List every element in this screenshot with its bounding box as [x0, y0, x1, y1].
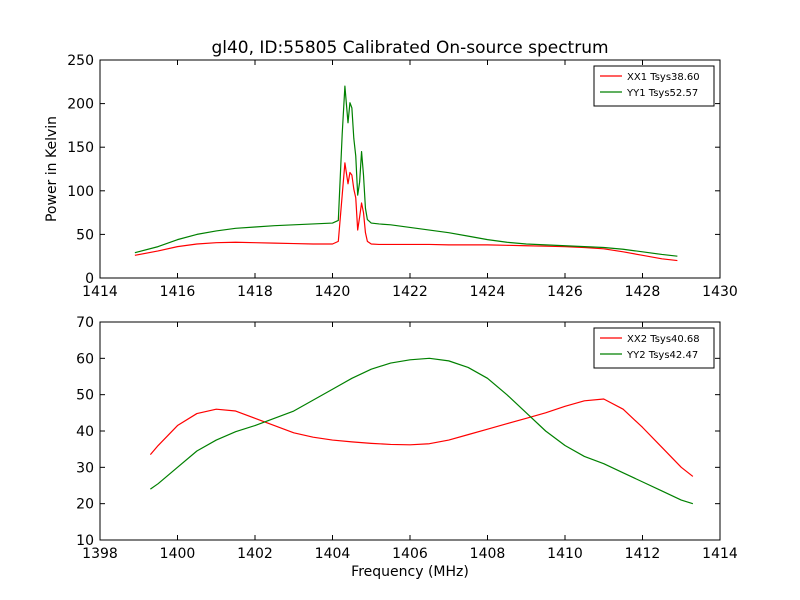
series-line-yy-panel-1: [150, 357, 694, 505]
y-tick-label: 100: [67, 184, 94, 200]
bottom-panel: 1398 1400 1402 1404 1406 1408 1410 1412 1414 10 20…: [76, 315, 738, 580]
x-tick-label: 1418: [237, 284, 273, 300]
x-tick-label: 1420: [315, 284, 351, 300]
x-tick-label: 1428: [625, 284, 661, 300]
x-tick-label: 1408: [470, 546, 506, 562]
x-tick-label: 1400: [160, 546, 196, 562]
x-tick-label: 1424: [470, 284, 506, 300]
x-tick-label: 1398: [82, 546, 118, 562]
y-axis-label: Power in Kelvin: [44, 116, 60, 222]
x-tick-label: 1402: [237, 546, 273, 562]
y-tick-label: 10: [76, 533, 94, 549]
x-tick-label: 1406: [392, 546, 428, 562]
x-tick-label: 1430: [702, 284, 738, 300]
legend-entry-label: XX2 Tsys40.68: [627, 334, 700, 345]
legend-box: [593, 65, 715, 107]
legend-panel-1: XX2 Tsys40.68 YY2 Tsys42.47: [593, 327, 715, 369]
x-tick-label: 1410: [547, 546, 583, 562]
chart-title: gl40, ID:55805 Calibrated On-source spec…: [211, 38, 608, 58]
x-tick-label: 1412: [625, 546, 661, 562]
legend-panel-0: XX1 Tsys38.60 YY1 Tsys52.57: [593, 65, 715, 107]
x-tick-label: 1414: [82, 284, 118, 300]
top-panel: 1414 1416 1418 1420 1422 1424 1426 1428 1430 0 50 1…: [44, 53, 738, 300]
y-tick-label: 0: [85, 271, 94, 287]
series-line-yy-panel-0: [134, 85, 678, 257]
x-tick-label: 1414: [702, 546, 738, 562]
x-tick-label: 1426: [547, 284, 583, 300]
series-line-xx-panel-1: [149, 398, 694, 477]
y-tick-label: 200: [67, 97, 94, 113]
legend-entry-label: XX1 Tsys38.60: [627, 72, 700, 83]
x-tick-label: 1404: [315, 546, 351, 562]
y-tick-label: 20: [76, 497, 94, 513]
y-tick-label: 250: [67, 53, 94, 69]
y-tick-label: 70: [76, 315, 94, 331]
legend-entry-label: YY2 Tsys42.47: [626, 350, 698, 361]
y-tick-label: 40: [76, 424, 94, 440]
legend-box: [593, 327, 715, 369]
legend-entry-label: YY1 Tsys52.57: [626, 88, 698, 99]
x-axis-label: Frequency (MHz): [351, 564, 469, 580]
x-tick-label: 1416: [160, 284, 196, 300]
y-tick-label: 50: [76, 388, 94, 404]
y-tick-label: 30: [76, 460, 94, 476]
y-tick-label: 60: [76, 351, 94, 367]
y-tick-label: 150: [67, 140, 94, 156]
y-tick-label: 50: [76, 227, 94, 243]
x-tick-label: 1422: [392, 284, 428, 300]
series-line-xx-panel-0: [134, 162, 678, 262]
